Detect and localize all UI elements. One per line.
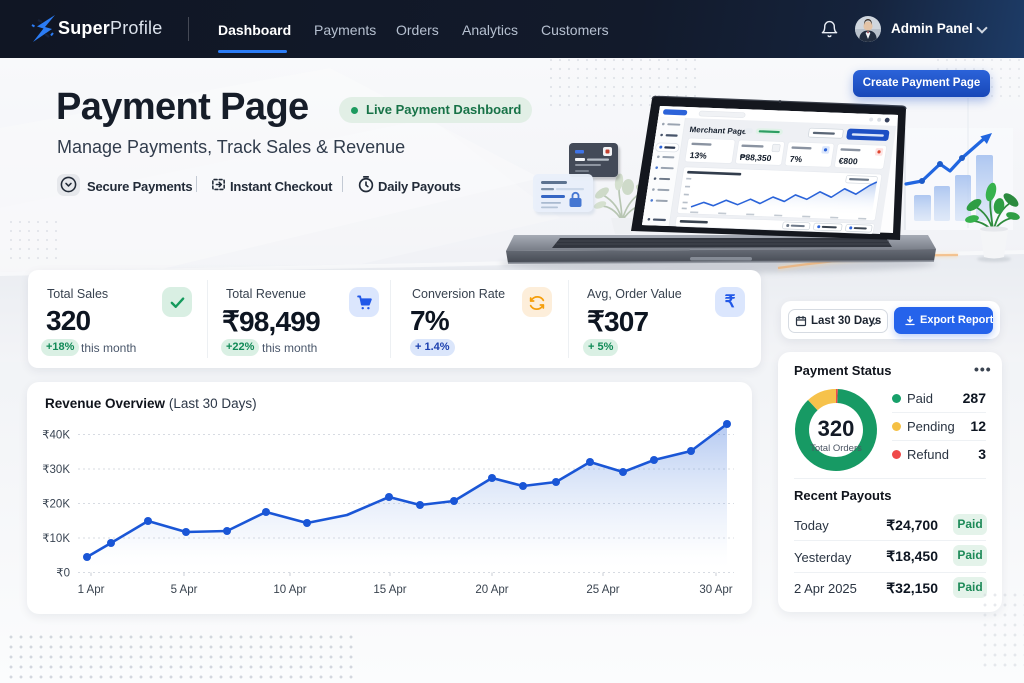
svg-text:13%: 13%	[689, 150, 708, 161]
svg-text:₱88,350: ₱88,350	[739, 152, 772, 163]
svg-text:320: 320	[818, 416, 855, 441]
svg-text:₹20K: ₹20K	[42, 499, 70, 511]
svg-text:1 Apr: 1 Apr	[78, 584, 105, 596]
svg-text:₹10K: ₹10K	[42, 533, 70, 545]
svg-text:₹30K: ₹30K	[42, 464, 70, 476]
svg-text:5 Apr: 5 Apr	[171, 584, 198, 596]
svg-text:30 Apr: 30 Apr	[699, 584, 732, 596]
svg-text:₹40K: ₹40K	[42, 430, 70, 442]
svg-text:₹0: ₹0	[56, 568, 70, 580]
svg-text:Total Orders: Total Orders	[810, 443, 862, 454]
svg-text:7%: 7%	[789, 154, 803, 164]
svg-text:20 Apr: 20 Apr	[475, 584, 508, 596]
svg-text:25 Apr: 25 Apr	[586, 584, 619, 596]
svg-text:15 Apr: 15 Apr	[373, 584, 406, 596]
svg-text:10 Apr: 10 Apr	[273, 584, 306, 596]
svg-text:€800: €800	[838, 156, 859, 167]
svg-text:Merchant Page: Merchant Page	[689, 125, 748, 136]
